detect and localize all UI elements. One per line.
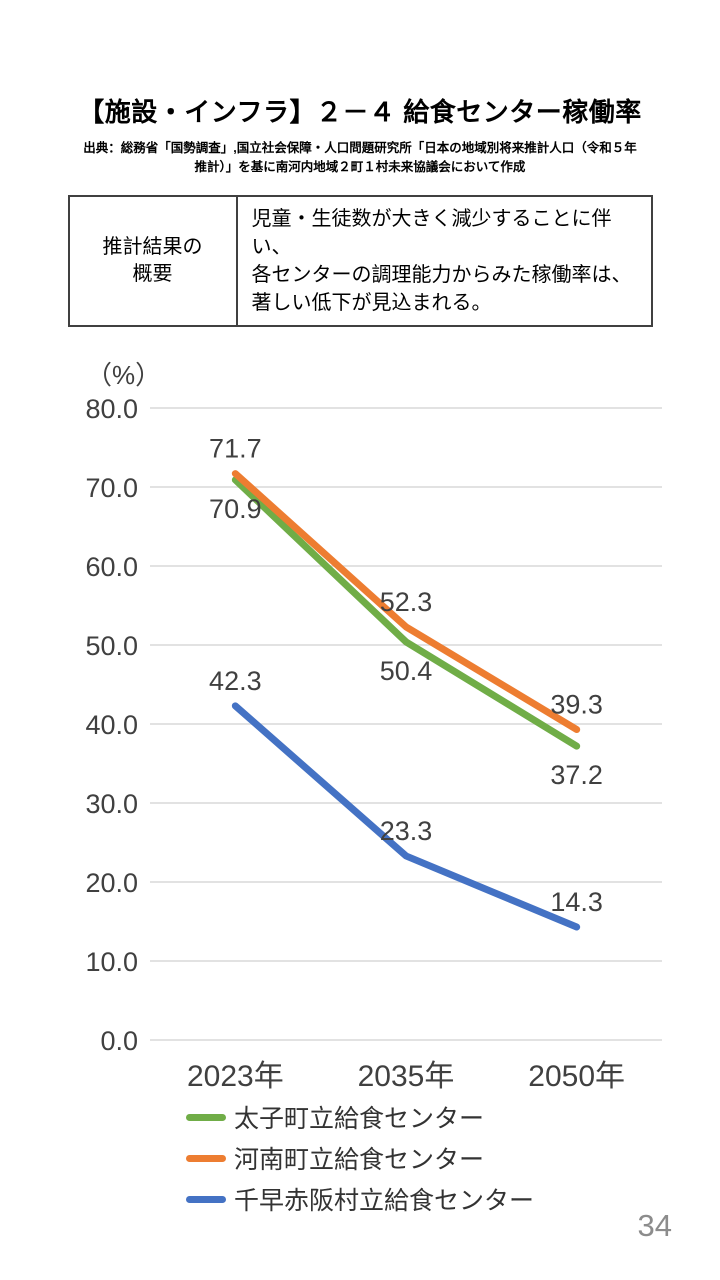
legend-label: 太子町立給食センター	[233, 1105, 484, 1133]
legend-swatch-orange	[185, 1154, 226, 1162]
chart-legend: 太子町立給食センター 河南町立給食センター 千早赤阪村立給食センター	[0, 1094, 720, 1222]
svg-text:14.3: 14.3	[550, 887, 603, 917]
legend-item: 千早赤阪村立給食センター	[185, 1181, 534, 1217]
svg-text:2035年: 2035年	[358, 1060, 455, 1093]
summary-table: 推計結果の 概要 児童・生徒数が大きく減少することに伴い、 各センターの調理能力…	[67, 194, 653, 327]
legend-item: 太子町立給食センター	[185, 1099, 534, 1135]
svg-text:37.2: 37.2	[550, 760, 603, 790]
summary-row: 推計結果の 概要 児童・生徒数が大きく減少することに伴い、 各センターの調理能力…	[67, 194, 653, 327]
svg-text:30.0: 30.0	[85, 789, 138, 819]
svg-text:50.0: 50.0	[85, 631, 138, 661]
legend-swatch-blue	[185, 1195, 226, 1203]
svg-text:10.0: 10.0	[85, 947, 138, 977]
svg-text:50.4: 50.4	[380, 656, 433, 686]
svg-text:（%）: （%）	[86, 360, 161, 390]
svg-text:0.0: 0.0	[100, 1026, 138, 1056]
summary-text: 児童・生徒数が大きく減少することに伴い、 各センターの調理能力からみた稼働率は、…	[235, 194, 653, 327]
svg-text:70.9: 70.9	[209, 494, 262, 524]
page-number: 34	[637, 1208, 672, 1243]
svg-text:60.0: 60.0	[85, 552, 138, 582]
svg-text:23.3: 23.3	[380, 816, 433, 846]
svg-text:40.0: 40.0	[85, 710, 138, 740]
svg-text:80.0: 80.0	[85, 394, 138, 424]
chart-legend-inner: 太子町立給食センター 河南町立給食センター 千早赤阪村立給食センター	[185, 1094, 534, 1222]
source-note: 出典：総務省「国勢調査」,国立社会保障・人口問題研究所「日本の地域別将来推計人口…	[83, 141, 637, 174]
svg-text:70.0: 70.0	[85, 473, 138, 503]
svg-text:2023年: 2023年	[187, 1060, 284, 1093]
legend-label: 河南町立給食センター	[233, 1146, 484, 1174]
legend-swatch-green	[185, 1113, 226, 1121]
page-title: 【施設・インフラ】２－４ 給食センター稼働率	[78, 97, 642, 127]
svg-text:39.3: 39.3	[550, 690, 603, 720]
slide-header: 【施設・インフラ】２－４ 給食センター稼働率 出典：総務省「国勢調査」,国立社会…	[0, 0, 720, 177]
svg-text:2050年: 2050年	[528, 1060, 625, 1093]
legend-label: 千早赤阪村立給食センター	[233, 1187, 534, 1215]
summary-label: 推計結果の 概要	[67, 194, 238, 327]
svg-text:20.0: 20.0	[85, 868, 138, 898]
svg-text:71.7: 71.7	[209, 434, 262, 464]
svg-text:52.3: 52.3	[380, 587, 433, 617]
legend-item: 河南町立給食センター	[185, 1140, 534, 1176]
svg-text:42.3: 42.3	[209, 666, 262, 696]
utilization-line-chart: （%） 0.0 10.0 20.0 30.0 40.0 50.0 60.0 70.0 80.0 20…	[85, 360, 662, 1093]
